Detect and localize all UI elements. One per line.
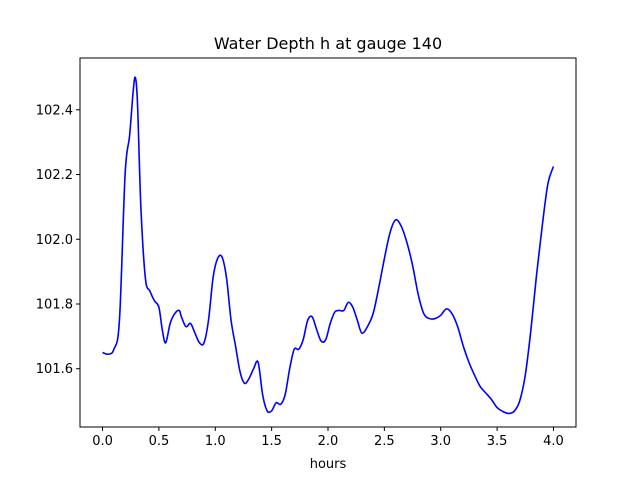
- x-tick-label: 1.5: [261, 434, 282, 449]
- x-tick-label: 2.0: [318, 434, 339, 449]
- x-tick-label: 4.0: [543, 434, 564, 449]
- series-line-0: [102, 76, 555, 415]
- y-tick-label: 101.8: [36, 298, 73, 313]
- x-tick-label: 0.5: [149, 434, 170, 449]
- y-tick-label: 102.2: [36, 168, 73, 183]
- x-tick-label: 3.0: [430, 434, 451, 449]
- x-tick-label: 1.0: [205, 434, 226, 449]
- chart-title: Water Depth h at gauge 140: [214, 34, 442, 53]
- axes-frame: [79, 57, 577, 428]
- y-tick-label: 102.4: [36, 103, 73, 118]
- y-tick-label: 102.0: [36, 233, 73, 248]
- x-tick-label: 0.0: [92, 434, 113, 449]
- x-axis-label: hours: [310, 457, 347, 472]
- x-tick-label: 3.5: [487, 434, 508, 449]
- x-tick-label: 2.5: [374, 434, 395, 449]
- y-tick-label: 101.6: [36, 362, 73, 377]
